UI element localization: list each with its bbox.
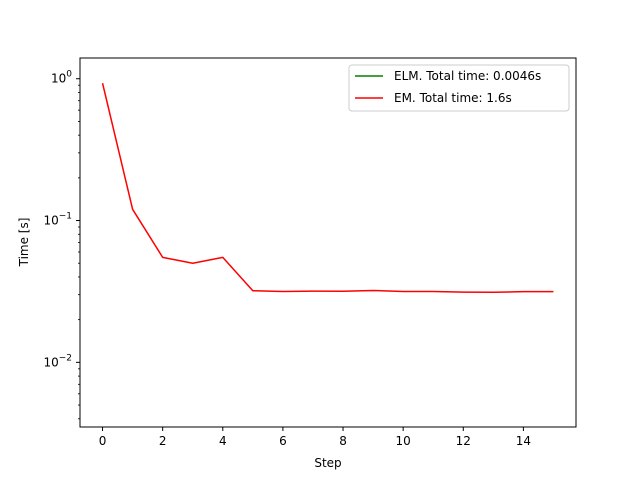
legend-label: EM. Total time: 1.6s — [394, 91, 512, 105]
x-tick-label: 8 — [339, 434, 347, 448]
y-tick-label: 10−2 — [43, 353, 72, 369]
series-line-1 — [101, 83, 554, 294]
x-tick-label: 10 — [396, 434, 411, 448]
y-tick-label: 100 — [51, 70, 72, 86]
x-tick-label: 12 — [456, 434, 471, 448]
legend-label: ELM. Total time: 0.0046s — [394, 69, 541, 83]
y-tick-label: 10−1 — [43, 212, 72, 228]
x-tick-label: 14 — [516, 434, 531, 448]
series-layer — [101, 83, 554, 294]
y-axis: 10−2 10−1 100 — [43, 70, 80, 420]
x-tick-label: 2 — [159, 434, 167, 448]
legend-box — [348, 64, 570, 112]
x-axis-label: Step — [314, 456, 341, 470]
y-axis-label: Time [s] — [17, 218, 31, 268]
x-tick-label: 4 — [219, 434, 227, 448]
x-tick-label: 6 — [279, 434, 287, 448]
legend: ELM. Total time: 0.0046s EM. Total time: … — [348, 64, 570, 112]
x-axis: 0 2 4 6 8 10 12 14 — [99, 427, 531, 448]
x-tick-label: 0 — [99, 434, 107, 448]
